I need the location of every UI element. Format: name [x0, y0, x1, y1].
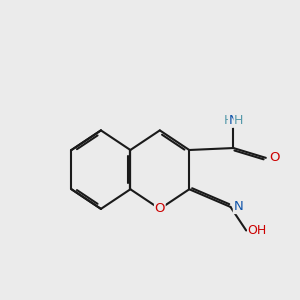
- Text: H: H: [234, 114, 243, 127]
- Text: H: H: [224, 114, 233, 127]
- Text: OH: OH: [248, 224, 267, 237]
- Text: O: O: [269, 152, 279, 164]
- Text: N: N: [233, 200, 243, 213]
- Text: N: N: [229, 114, 238, 127]
- Text: O: O: [154, 202, 165, 215]
